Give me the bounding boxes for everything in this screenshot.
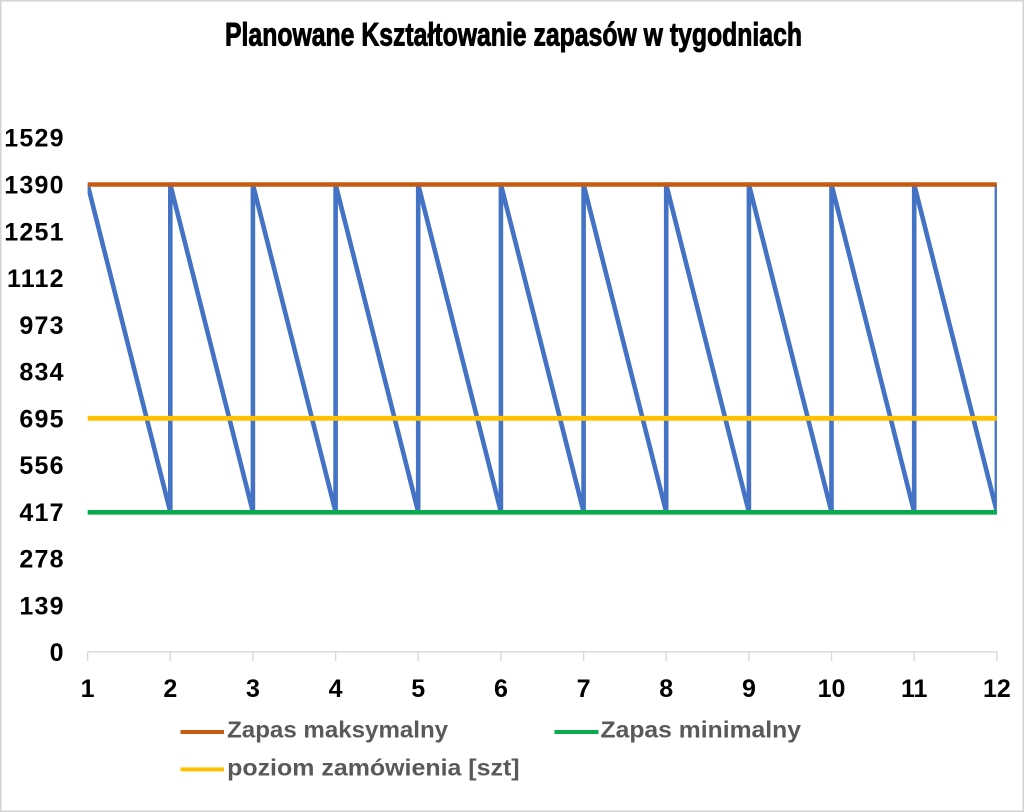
svg-text:5: 5 [411,675,425,703]
svg-text:1: 1 [81,675,95,703]
svg-text:6: 6 [494,675,508,703]
svg-text:12: 12 [983,675,1011,703]
svg-text:7: 7 [577,675,591,703]
svg-text:3: 3 [246,675,260,703]
svg-text:973: 973 [19,312,64,340]
svg-text:1251: 1251 [4,218,64,246]
svg-text:695: 695 [19,405,64,433]
svg-text:poziom zamówienia [szt]: poziom zamówienia [szt] [227,755,519,781]
svg-text:8: 8 [659,675,673,703]
svg-text:278: 278 [19,546,64,574]
svg-text:1390: 1390 [4,172,64,200]
svg-text:1529: 1529 [4,125,64,153]
svg-text:Planowane Kształtowanie zapasó: Planowane Kształtowanie zapasów w tygodn… [225,16,802,52]
svg-text:2: 2 [163,675,177,703]
svg-text:Zapas minimalny: Zapas minimalny [601,716,802,742]
svg-text:10: 10 [818,675,846,703]
svg-text:0: 0 [50,639,65,667]
svg-text:4: 4 [329,675,343,703]
svg-text:1112: 1112 [7,265,65,293]
svg-text:Zapas maksymalny: Zapas maksymalny [227,716,448,742]
svg-text:834: 834 [19,359,64,387]
svg-text:417: 417 [19,499,64,527]
svg-text:139: 139 [19,592,64,620]
svg-text:11: 11 [901,675,928,703]
svg-text:9: 9 [742,675,756,703]
svg-text:556: 556 [19,452,64,480]
